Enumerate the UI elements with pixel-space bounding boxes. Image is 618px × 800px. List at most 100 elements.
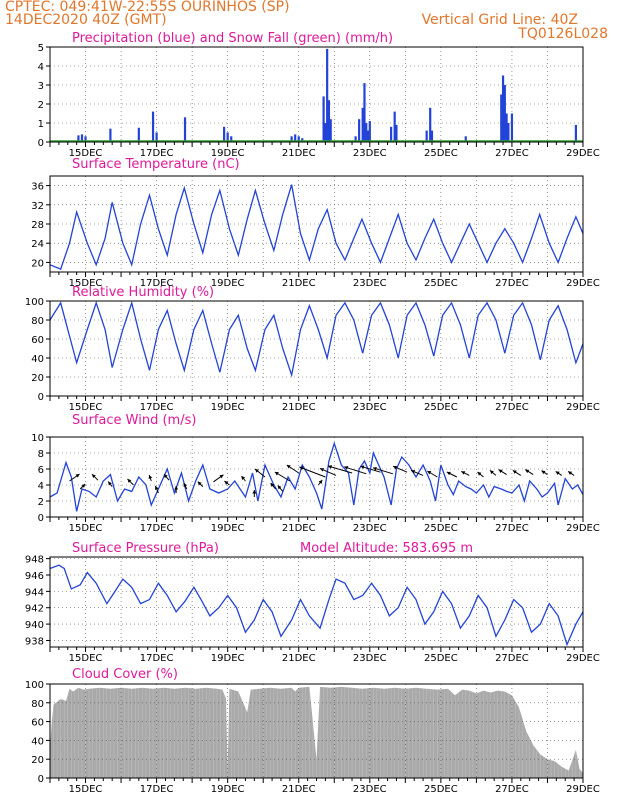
x-tick-label: 17DEC xyxy=(140,784,174,795)
wind-arrow-head xyxy=(393,465,398,470)
x-tick-label: 29DEC xyxy=(566,784,600,795)
wind-arrow xyxy=(327,465,353,474)
precip-bar xyxy=(301,138,304,142)
y-tick-label: 100 xyxy=(25,297,44,308)
wind-arrow-head xyxy=(286,465,291,469)
precip-bar xyxy=(365,123,368,142)
y-tick-label: 0 xyxy=(38,774,44,785)
y-tick-label: 8 xyxy=(38,449,44,460)
panel-2 xyxy=(46,300,584,401)
precip-bar xyxy=(501,75,505,142)
wind-arrow-head xyxy=(164,474,168,479)
panel-title: Precipitation (blue) and Snow Fall (gree… xyxy=(72,31,393,46)
precip-bar xyxy=(395,124,398,142)
panel-3 xyxy=(46,436,584,522)
precip-bar xyxy=(151,111,155,142)
x-tick-label: 29DEC xyxy=(566,278,600,289)
precip-bar xyxy=(294,134,297,142)
precip-bar xyxy=(507,123,510,142)
wind-arrow-head xyxy=(274,472,279,476)
series-line xyxy=(49,184,584,270)
x-tick-label: 23DEC xyxy=(353,402,387,413)
precip-bar xyxy=(358,119,361,142)
wind-arrow-head xyxy=(427,471,432,475)
y-tick-label: 40 xyxy=(31,354,44,365)
x-tick-label: 17DEC xyxy=(140,523,174,534)
wind-arrow-head xyxy=(411,469,416,474)
y-tick-label: 80 xyxy=(31,699,44,710)
x-tick-label: 29DEC xyxy=(566,148,600,159)
y-tick-label: 80 xyxy=(31,316,44,327)
y-tick-label: 36 xyxy=(31,182,44,193)
wind-arrow-head xyxy=(477,472,482,476)
wind-arrow-head xyxy=(174,486,179,490)
precip-bar xyxy=(390,126,393,142)
wind-arrow-head xyxy=(320,468,325,472)
wind-arrow-head xyxy=(241,476,246,480)
precip-bar xyxy=(393,111,396,142)
wind-arrow-head xyxy=(360,465,365,470)
wind-arrow-head xyxy=(108,481,112,486)
y-tick-label: 938 xyxy=(25,636,44,647)
x-tick-label: 15DEC xyxy=(69,784,103,795)
wind-arrow-head xyxy=(154,486,159,490)
wind-arrow-head xyxy=(555,471,560,475)
x-tick-label: 23DEC xyxy=(353,148,387,159)
x-tick-label: 27DEC xyxy=(495,278,529,289)
x-tick-label: 25DEC xyxy=(424,523,458,534)
wind-arrow-head xyxy=(183,483,188,487)
series-line xyxy=(49,564,584,647)
precip-bar xyxy=(366,130,370,142)
y-tick-label: 40 xyxy=(31,736,44,747)
wind-arrow-head xyxy=(461,471,466,475)
x-tick-label: 27DEC xyxy=(495,148,529,159)
x-tick-label: 21DEC xyxy=(282,653,316,664)
y-tick-label: 5 xyxy=(38,43,44,54)
precip-bar xyxy=(80,134,84,142)
wind-arrow xyxy=(344,466,367,475)
x-tick-label: 15DEC xyxy=(69,523,103,534)
x-tick-label: 19DEC xyxy=(211,402,245,413)
precip-bar xyxy=(77,135,80,142)
y-tick-label: 1 xyxy=(38,119,44,130)
precip-bar xyxy=(425,130,428,142)
y-tick-label: 0 xyxy=(38,138,44,149)
wind-arrow-head xyxy=(270,483,275,487)
y-tick-label: 24 xyxy=(31,239,44,250)
x-tick-label: 15DEC xyxy=(69,653,103,664)
precip-bar xyxy=(183,117,187,142)
x-tick-label: 21DEC xyxy=(282,402,316,413)
x-tick-label: 23DEC xyxy=(353,523,387,534)
x-tick-label: 29DEC xyxy=(566,402,600,413)
wind-arrow-head xyxy=(512,470,517,474)
wind-arrow-head xyxy=(254,469,259,473)
header-grid-line: Vertical Grid Line: 40Z xyxy=(421,12,578,28)
panel-0 xyxy=(46,46,584,147)
wind-arrow-head xyxy=(299,466,304,471)
x-tick-label: 25DEC xyxy=(424,784,458,795)
x-tick-label: 23DEC xyxy=(353,278,387,289)
header-init-time: 14DEC2020 40Z (GMT) xyxy=(5,12,167,28)
x-tick-label: 23DEC xyxy=(353,653,387,664)
wind-arrow-head xyxy=(568,471,573,475)
precip-bar xyxy=(361,107,364,142)
precip-bar xyxy=(324,123,327,142)
x-tick-label: 19DEC xyxy=(211,148,245,159)
x-tick-label: 19DEC xyxy=(211,784,245,795)
precip-bar xyxy=(327,100,331,142)
x-tick-label: 19DEC xyxy=(211,278,245,289)
wind-arrow-head xyxy=(541,470,546,475)
wind-arrow-head xyxy=(344,466,349,470)
y-tick-label: 4 xyxy=(38,62,44,73)
x-tick-label: 17DEC xyxy=(140,402,174,413)
y-tick-label: 4 xyxy=(38,481,44,492)
wind-arrow-head xyxy=(489,470,494,475)
precip-bar xyxy=(326,48,329,142)
wind-arrow-head xyxy=(252,490,257,494)
precip-bar xyxy=(155,132,158,142)
cloud-cover-area xyxy=(50,686,583,778)
y-tick-label: 2 xyxy=(38,100,44,111)
panel-5 xyxy=(46,683,584,783)
precip-bar xyxy=(290,136,293,142)
